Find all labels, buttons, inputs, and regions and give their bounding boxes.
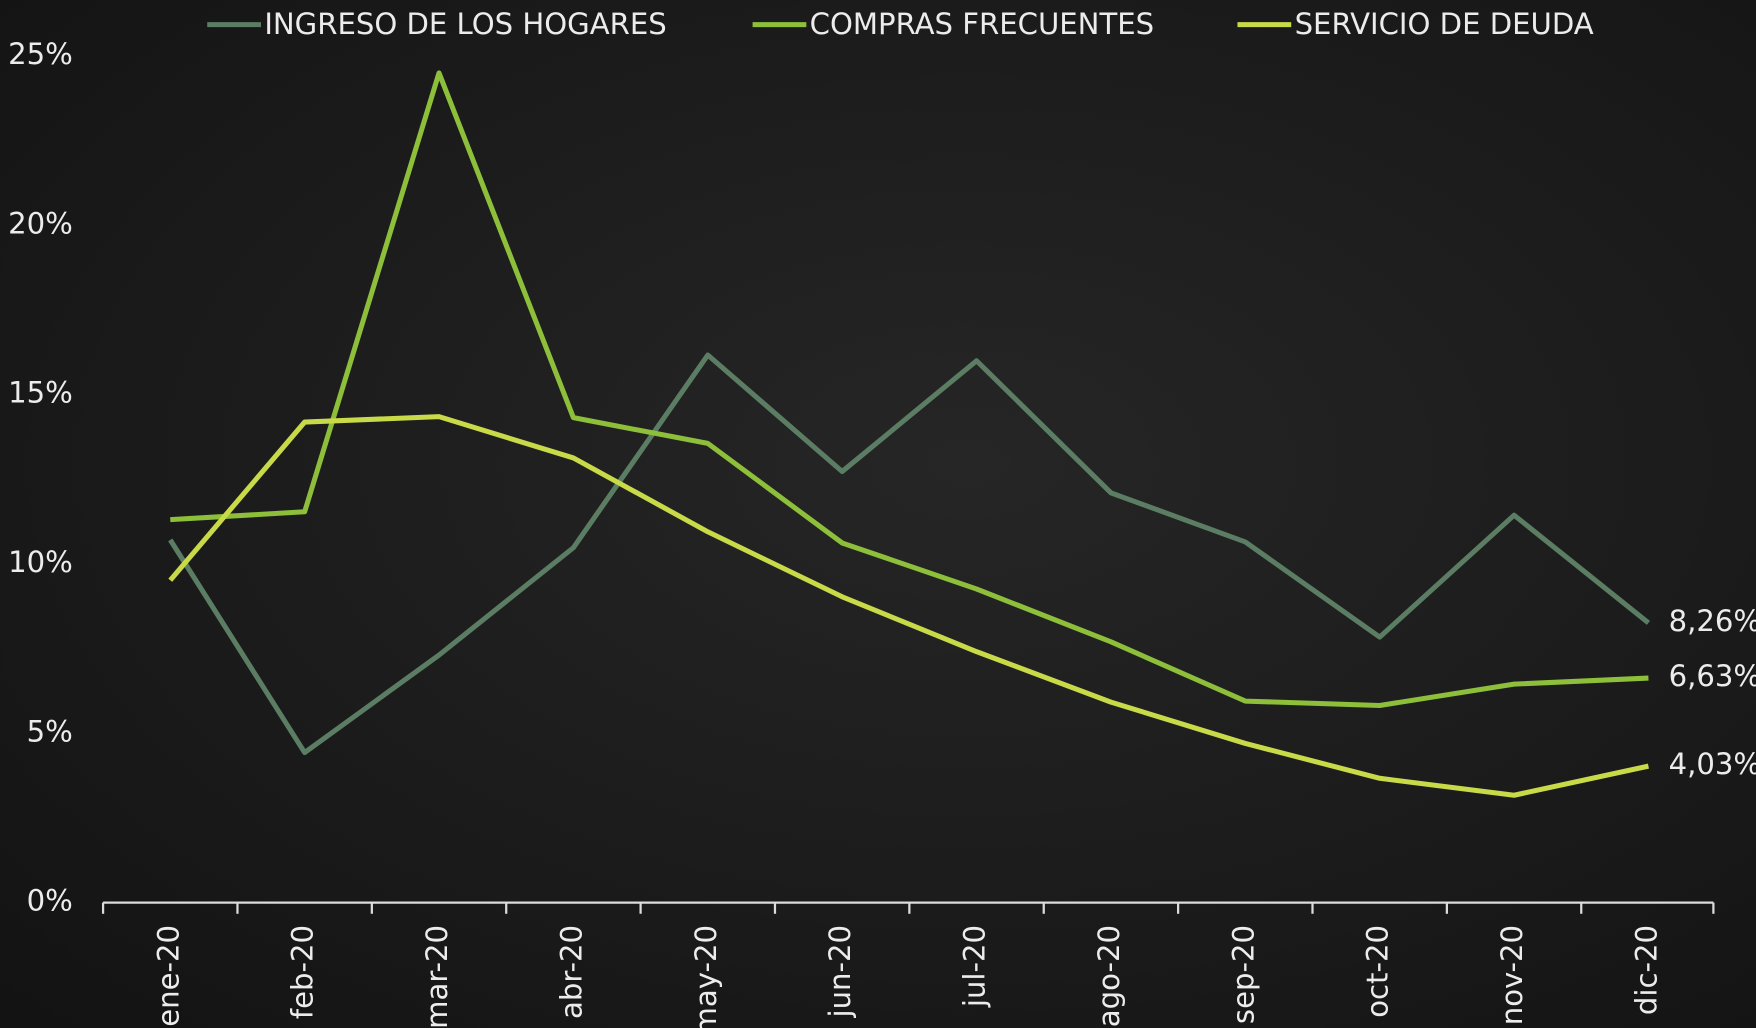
- legend-label: SERVICIO DE DEUDA: [1295, 7, 1594, 41]
- data-label: 8,26%: [1669, 604, 1756, 638]
- x-tick-label: dic-20: [1629, 925, 1663, 1015]
- y-tick-label: 0%: [27, 884, 73, 918]
- x-tick-label: jun-20: [823, 925, 857, 1019]
- x-tick-label: jul-20: [958, 925, 992, 1008]
- y-tick-label: 5%: [27, 714, 73, 748]
- y-tick-label: 25%: [8, 37, 73, 71]
- y-tick-label: 20%: [8, 206, 73, 240]
- legend-label: INGRESO DE LOS HOGARES: [264, 7, 666, 41]
- legend-label: COMPRAS FRECUENTES: [810, 7, 1154, 41]
- y-tick-label: 15%: [8, 376, 73, 410]
- x-tick-label: oct-20: [1361, 925, 1395, 1018]
- data-label: 6,63%: [1669, 659, 1756, 693]
- x-tick-label: may-20: [689, 925, 723, 1028]
- y-tick-label: 10%: [8, 545, 73, 579]
- x-tick-label: mar-20: [420, 925, 454, 1028]
- x-tick-label: feb-20: [286, 925, 320, 1019]
- x-tick-label: nov-20: [1495, 925, 1529, 1025]
- x-tick-label: ago-20: [1092, 925, 1126, 1027]
- x-tick-label: abr-20: [554, 925, 588, 1019]
- x-tick-label: sep-20: [1226, 925, 1260, 1024]
- chart: 0% 5% 10% 15% 20% 25% ene-20 feb-20 mar-20 abr-20…: [0, 0, 1756, 1028]
- x-tick-label: ene-20: [151, 925, 185, 1027]
- data-label: 4,03%: [1669, 747, 1756, 781]
